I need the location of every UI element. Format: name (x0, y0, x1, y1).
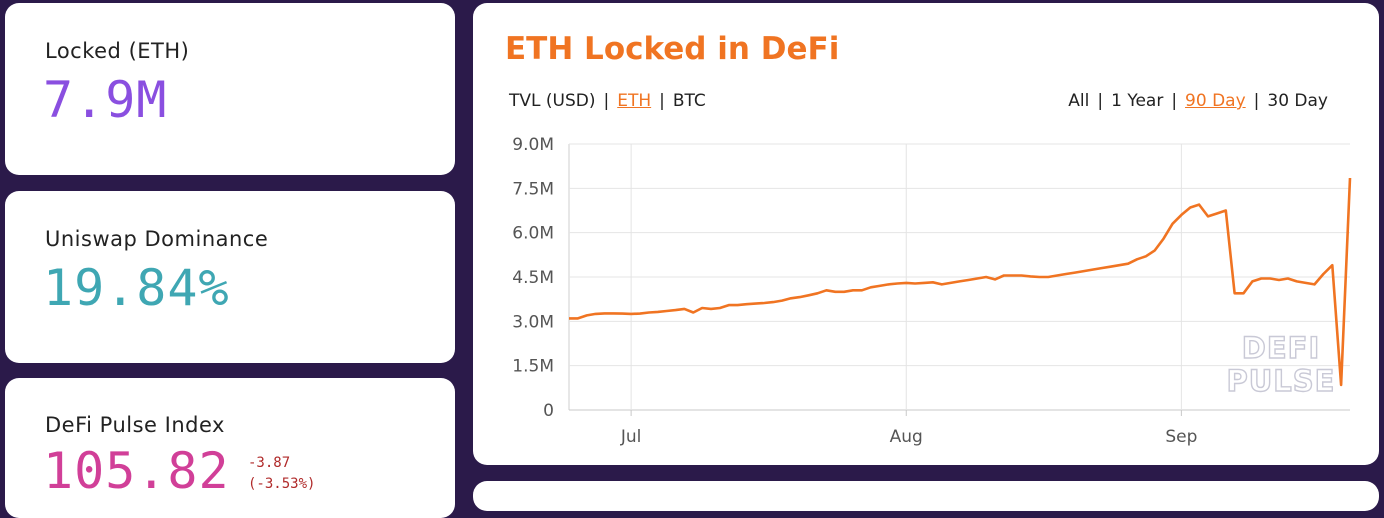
separator: | (603, 91, 610, 111)
uniswap-dominance-label: Uniswap Dominance (45, 227, 269, 251)
x-tick-label: Jul (620, 427, 642, 447)
range-option-30-day[interactable]: 30 Day (1267, 91, 1328, 111)
x-tick-label: Aug (890, 427, 923, 447)
y-tick-label: 0 (543, 401, 554, 421)
range-option-1-year[interactable]: 1 Year (1111, 91, 1164, 111)
separator: | (1253, 91, 1260, 111)
chart-card: ETH Locked in DeFi TVL (USD) | ETH | BTC All… (473, 3, 1379, 465)
y-tick-label: 4.5M (512, 268, 554, 288)
watermark-line2: PULSE (1227, 364, 1336, 398)
range-option-90-day[interactable]: 90 Day (1185, 91, 1246, 111)
y-tick-label: 9.0M (512, 135, 554, 155)
separator: | (1171, 91, 1178, 111)
y-tick-label: 6.0M (512, 224, 554, 244)
y-tick-label: 1.5M (512, 357, 554, 377)
defi-pulse-index-value: 105.82 (43, 442, 230, 500)
locked-eth-card: Locked (ETH) 7.9M (5, 3, 455, 175)
separator: | (1097, 91, 1104, 111)
defi-pulse-index-label: DeFi Pulse Index (45, 413, 225, 437)
locked-eth-label: Locked (ETH) (45, 39, 190, 63)
separator: | (659, 91, 665, 111)
defi-pulse-watermark: DEFI PULSE (1226, 330, 1336, 398)
range-toggle: All | 1 Year | 90 Day | 30 Day (1068, 91, 1328, 111)
watermark-line1: DEFI (1242, 331, 1320, 365)
tvl-line-chart[interactable]: DEFI PULSE 0 1.5M 3.0M 4.5M 6.0M 7.5M 9.0M Jul A… (473, 3, 1379, 465)
uniswap-dominance-card: Uniswap Dominance 19.84% (5, 191, 455, 363)
defi-pulse-index-change: -3.87 (-3.53%) (248, 453, 315, 495)
defi-pulse-index-card: DeFi Pulse Index 105.82 -3.87 (-3.53%) (5, 378, 455, 518)
currency-option-eth[interactable]: ETH (617, 91, 652, 111)
defi-pulse-index-change-pct: (-3.53%) (248, 476, 316, 492)
locked-eth-value: 7.9M (43, 71, 168, 129)
series-line-eth-locked (569, 177, 1352, 387)
uniswap-dominance-value: 19.84% (43, 259, 230, 317)
x-tick-label: Sep (1165, 427, 1197, 447)
currency-option-tvl-usd[interactable]: TVL (USD) (509, 91, 596, 111)
range-option-all[interactable]: All (1068, 91, 1090, 111)
next-card-edge (473, 481, 1379, 511)
y-tick-label: 3.0M (512, 312, 554, 332)
currency-toggle: TVL (USD) | ETH | BTC (509, 91, 706, 111)
chart-title: ETH Locked in DeFi (505, 31, 840, 67)
currency-option-btc[interactable]: BTC (672, 91, 706, 111)
y-tick-label: 7.5M (512, 179, 554, 199)
defi-pulse-index-change-abs: -3.87 (248, 455, 291, 471)
